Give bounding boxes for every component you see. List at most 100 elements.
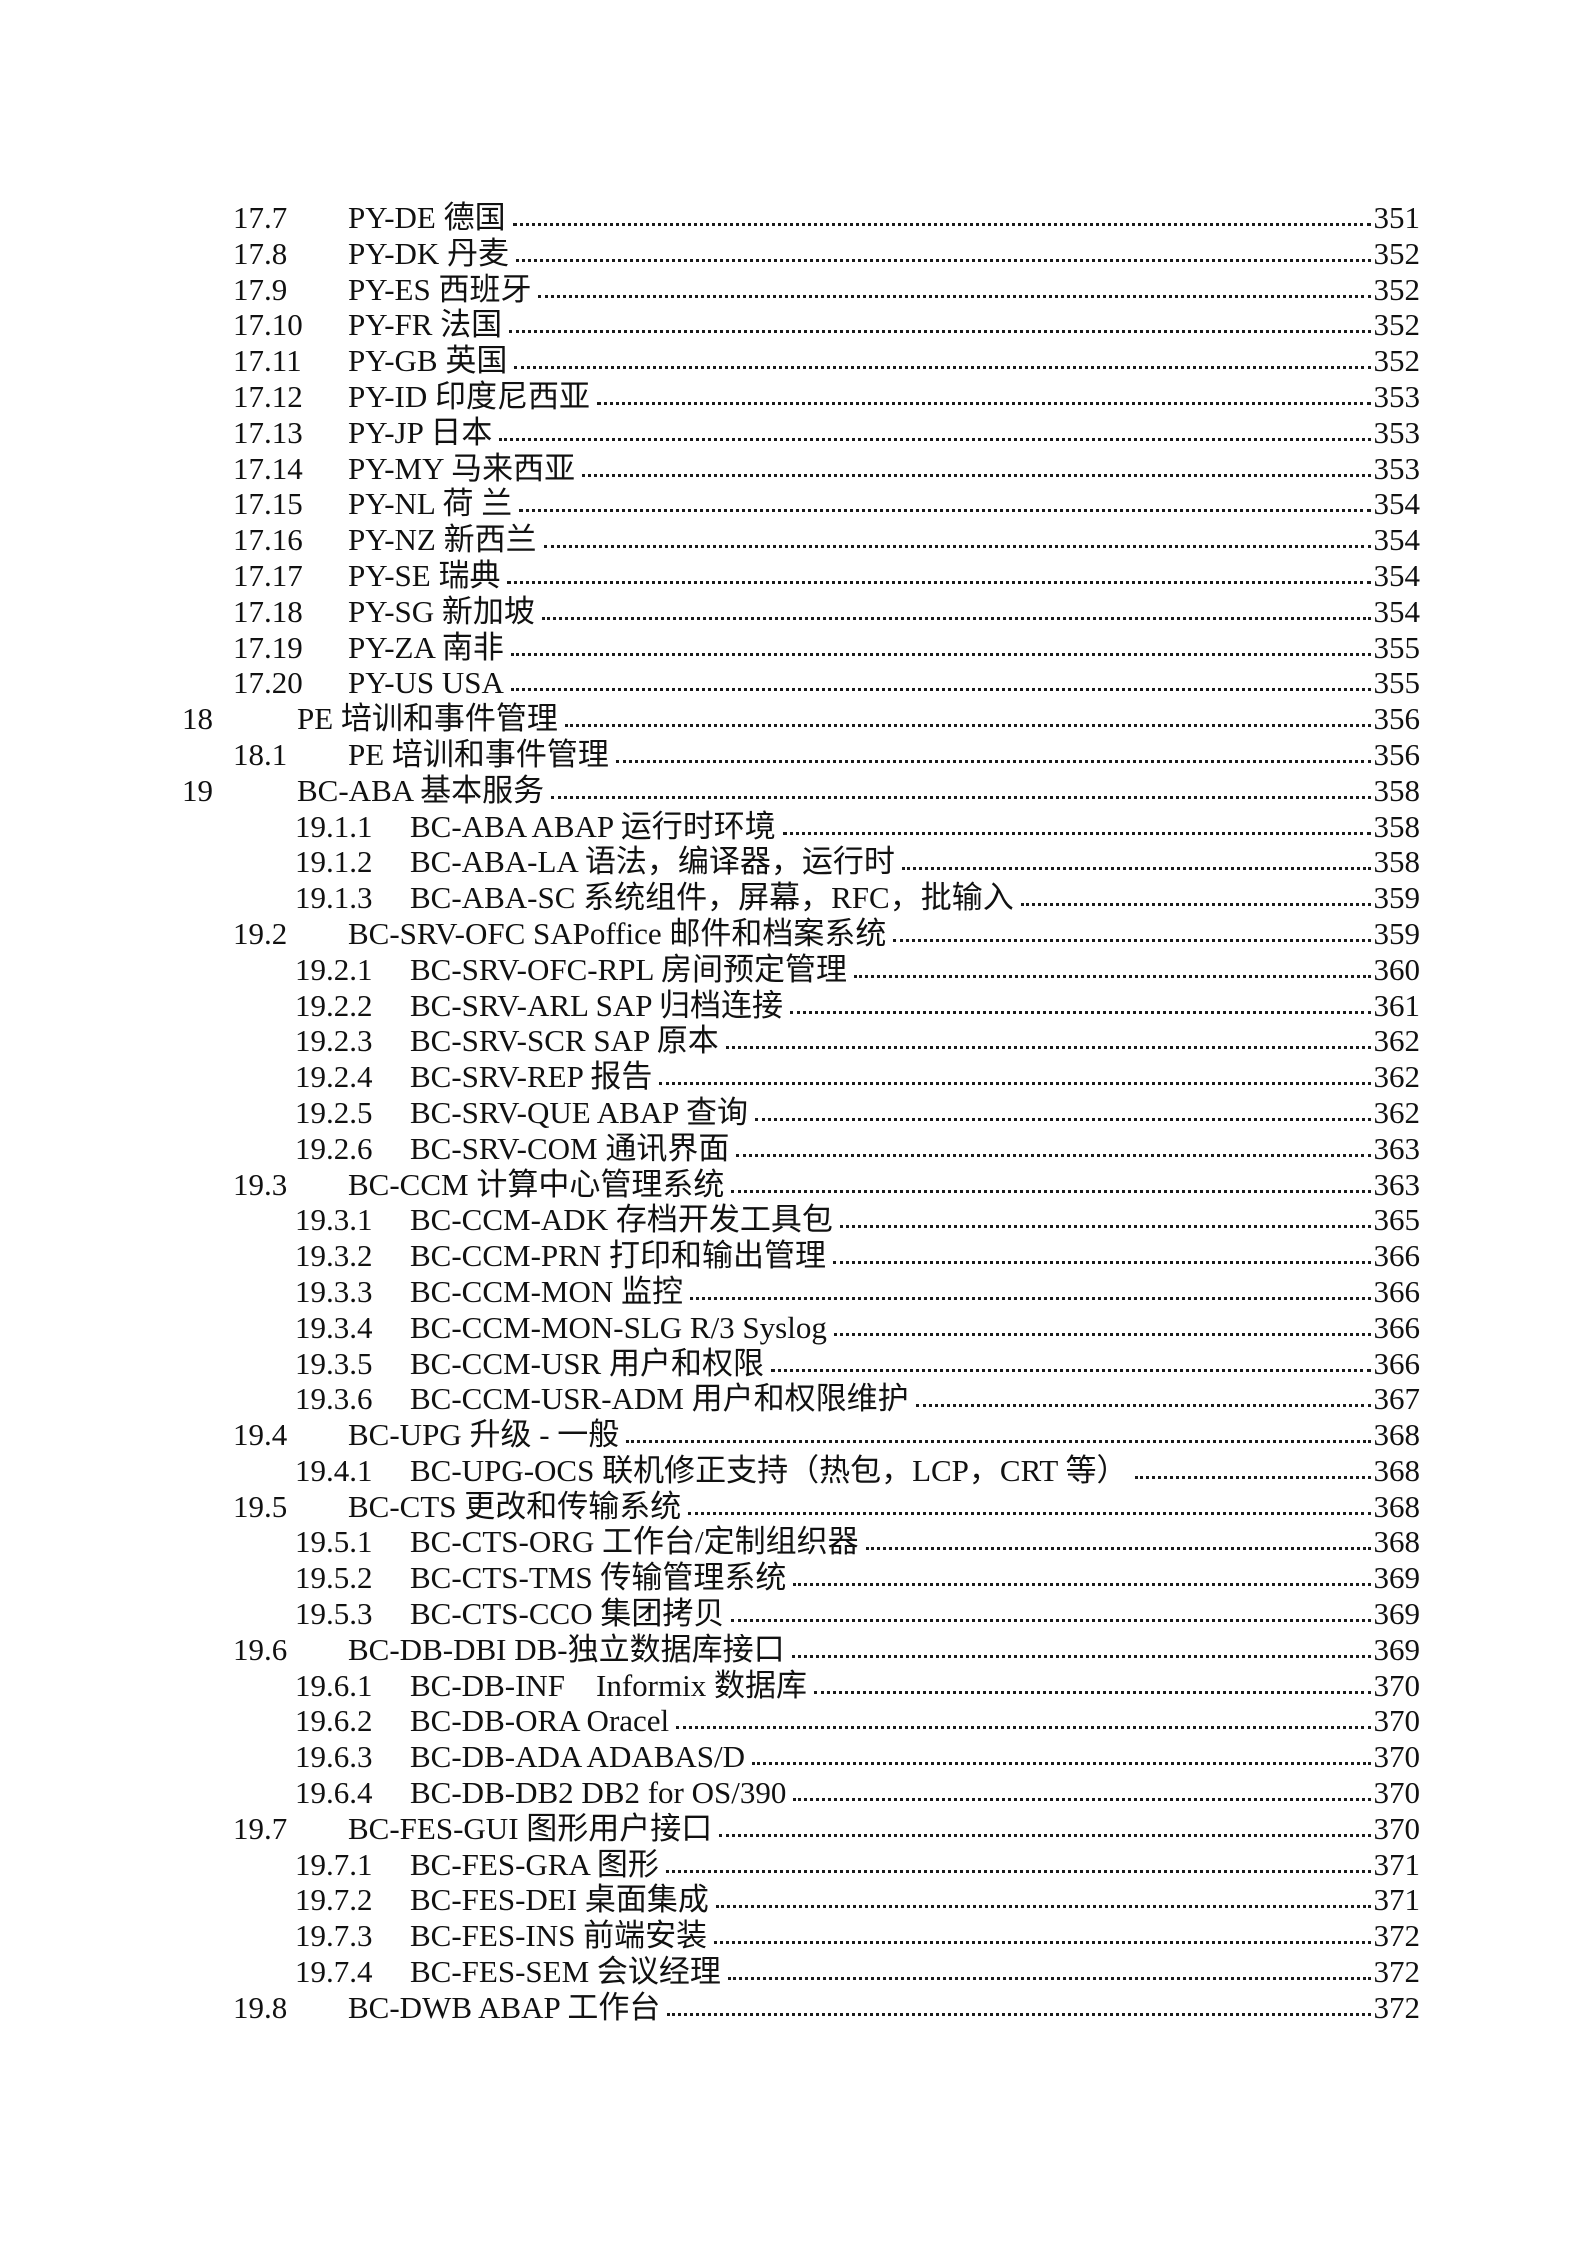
dot-leader xyxy=(790,1010,1371,1014)
toc-entry[interactable]: 17.10 PY-FR 法国 352 xyxy=(0,307,1587,343)
toc-entry-page: 359 xyxy=(1373,880,1421,916)
toc-entry[interactable]: 17.14 PY-MY 马来西亚 353 xyxy=(0,451,1587,487)
toc-entry-page: 361 xyxy=(1373,987,1421,1023)
toc-entry[interactable]: 19.7 BC-FES-GUI 图形用户接口 370 xyxy=(0,1811,1587,1847)
toc-entry[interactable]: 19.2 BC-SRV-OFC SAPoffice 邮件和档案系统 359 xyxy=(0,916,1587,952)
toc-entry[interactable]: 19.6.3 BC-DB-ADA ADABAS/D 370 xyxy=(0,1739,1587,1775)
toc-entry[interactable]: 17.15 PY-NL 荷 兰 354 xyxy=(0,486,1587,522)
toc-entry[interactable]: 19.6.2 BC-DB-ORA Oracel 370 xyxy=(0,1703,1587,1739)
toc-entry-number: 19.3.1 xyxy=(295,1202,373,1238)
toc-entry[interactable]: 19.3.2 BC-CCM-PRN 打印和输出管理 366 xyxy=(0,1238,1587,1274)
toc-entry[interactable]: 19.7.1 BC-FES-GRA 图形 371 xyxy=(0,1847,1587,1883)
toc-entry-title: BC-CTS 更改和传输系统 xyxy=(348,1488,682,1524)
toc-entry[interactable]: 17.19 PY-ZA 南非 355 xyxy=(0,630,1587,666)
toc-entry-number: 19.4.1 xyxy=(295,1452,373,1488)
toc-entry-number: 17.16 xyxy=(233,522,303,558)
toc-entry[interactable]: 19.1.3 BC-ABA-SC 系统组件，屏幕，RFC，批输入 359 xyxy=(0,880,1587,916)
toc-entry[interactable]: 17.18 PY-SG 新加坡 354 xyxy=(0,594,1587,630)
toc-entry-title: PE 培训和事件管理 xyxy=(297,701,558,737)
dot-leader xyxy=(538,294,1371,298)
toc-entry[interactable]: 19.1.1 BC-ABA ABAP 运行时环境 358 xyxy=(0,809,1587,845)
dot-leader xyxy=(893,938,1371,942)
toc-entry-number: 19.6.1 xyxy=(295,1667,373,1703)
toc-entry-page: 359 xyxy=(1373,915,1421,951)
toc-entry[interactable]: 19.5.2 BC-CTS-TMS 传输管理系统 369 xyxy=(0,1560,1587,1596)
toc-entry-page: 354 xyxy=(1373,593,1421,629)
dot-leader xyxy=(514,366,1371,370)
toc-entry-number: 19.2.4 xyxy=(295,1059,373,1095)
toc-entry[interactable]: 19.4.1 BC-UPG-OCS 联机修正支持（热包，LCP，CRT 等） 3… xyxy=(0,1453,1587,1489)
toc-entry[interactable]: 17.20 PY-US USA 355 xyxy=(0,665,1587,701)
toc-entry-number: 17.20 xyxy=(233,665,303,701)
toc-entry[interactable]: 19.1.2 BC-ABA-LA 语法，编译器，运行时 358 xyxy=(0,844,1587,880)
toc-entry-number: 17.12 xyxy=(233,378,303,414)
toc-entry-page: 352 xyxy=(1373,235,1421,271)
toc-entry[interactable]: 19.7.4 BC-FES-SEM 会议经理 372 xyxy=(0,1954,1587,1990)
toc-entry-number: 17.9 xyxy=(233,271,288,307)
toc-entry[interactable]: 19.2.4 BC-SRV-REP 报告 362 xyxy=(0,1059,1587,1095)
toc-entry[interactable]: 17.7 PY-DE 德国 351 xyxy=(0,200,1587,236)
toc-entry[interactable]: 17.12 PY-ID 印度尼西亚 353 xyxy=(0,379,1587,415)
toc-entry-number: 19.3.3 xyxy=(295,1273,373,1309)
toc-entry-number: 19.3.5 xyxy=(295,1345,373,1381)
toc-entry[interactable]: 19.7.2 BC-FES-DEI 桌面集成 371 xyxy=(0,1882,1587,1918)
dot-leader xyxy=(582,473,1371,477)
toc-entry-number: 19.2.6 xyxy=(295,1130,373,1166)
toc-entry-title: PY-JP 日本 xyxy=(348,414,493,450)
toc-entry[interactable]: 19.7.3 BC-FES-INS 前端安装 372 xyxy=(0,1918,1587,1954)
toc-entry-number: 19.3.4 xyxy=(295,1309,373,1345)
toc-entry[interactable]: 19.2.3 BC-SRV-SCR SAP 原本 362 xyxy=(0,1023,1587,1059)
toc-entry[interactable]: 19.2.5 BC-SRV-QUE ABAP 查询 362 xyxy=(0,1095,1587,1131)
toc-entry[interactable]: 19.3.5 BC-CCM-USR 用户和权限 366 xyxy=(0,1346,1587,1382)
toc-entry[interactable]: 19.3.3 BC-CCM-MON 监控 366 xyxy=(0,1274,1587,1310)
toc-entry[interactable]: 19.6 BC-DB-DBI DB-独立数据库接口 369 xyxy=(0,1632,1587,1668)
toc-entry[interactable]: 19.4 BC-UPG 升级 - 一般 368 xyxy=(0,1417,1587,1453)
dot-leader xyxy=(793,1798,1371,1802)
toc-entry[interactable]: 19.8 BC-DWB ABAP 工作台 372 xyxy=(0,1990,1587,2026)
toc-entry[interactable]: 19.2.1 BC-SRV-OFC-RPL 房间预定管理 360 xyxy=(0,952,1587,988)
dot-leader xyxy=(755,1117,1371,1121)
toc-entry[interactable]: 19.5 BC-CTS 更改和传输系统 368 xyxy=(0,1489,1587,1525)
toc-entry[interactable]: 17.11 PY-GB 英国 352 xyxy=(0,343,1587,379)
dot-leader xyxy=(543,545,1371,549)
toc-entry[interactable]: 19.5.3 BC-CTS-CCO 集团拷贝 369 xyxy=(0,1596,1587,1632)
toc-entry-number: 17.14 xyxy=(233,450,303,486)
toc-entry[interactable]: 18.1 PE 培训和事件管理 356 xyxy=(0,737,1587,773)
toc-entry[interactable]: 19.3.4 BC-CCM-MON-SLG R/3 Syslog 366 xyxy=(0,1310,1587,1346)
toc-entry-title: BC-SRV-OFC-RPL 房间预定管理 xyxy=(410,951,848,987)
toc-entry-page: 362 xyxy=(1373,1059,1421,1095)
toc-entry[interactable]: 17.13 PY-JP 日本 353 xyxy=(0,415,1587,451)
toc-entry-number: 19.2.5 xyxy=(295,1094,373,1130)
toc-entry-page: 368 xyxy=(1373,1417,1421,1453)
toc-entry[interactable]: 19.6.4 BC-DB-DB2 DB2 for OS/390 370 xyxy=(0,1775,1587,1811)
toc-entry-page: 356 xyxy=(1373,736,1421,772)
toc-entry-title: BC-SRV-OFC SAPoffice 邮件和档案系统 xyxy=(348,915,887,951)
toc-entry-page: 372 xyxy=(1373,1989,1421,2025)
toc-entry-number: 17.18 xyxy=(233,593,303,629)
toc-entry[interactable]: 17.9 PY-ES 西班牙 352 xyxy=(0,272,1587,308)
toc-entry[interactable]: 19.6.1 BC-DB-INF Informix 数据库 370 xyxy=(0,1668,1587,1704)
toc-entry[interactable]: 18 PE 培训和事件管理 356 xyxy=(0,701,1587,737)
toc-entry-page: 369 xyxy=(1373,1631,1421,1667)
toc-entry-number: 17.11 xyxy=(233,343,302,379)
toc-entry[interactable]: 19.3.1 BC-CCM-ADK 存档开发工具包 365 xyxy=(0,1202,1587,1238)
toc-entry-page: 363 xyxy=(1373,1166,1421,1202)
toc-entry-number: 19.3 xyxy=(233,1166,288,1202)
toc-entry[interactable]: 19.2.6 BC-SRV-COM 通讯界面 363 xyxy=(0,1131,1587,1167)
toc-entry-number: 19.5.2 xyxy=(295,1560,373,1596)
toc-entry[interactable]: 19.3.6 BC-CCM-USR-ADM 用户和权限维护 367 xyxy=(0,1381,1587,1417)
toc-entry-page: 366 xyxy=(1373,1309,1421,1345)
toc-entry[interactable]: 17.17 PY-SE 瑞典 354 xyxy=(0,558,1587,594)
toc-entry[interactable]: 19.2.2 BC-SRV-ARL SAP 归档连接 361 xyxy=(0,988,1587,1024)
toc-entry[interactable]: 19.5.1 BC-CTS-ORG 工作台/定制组织器 368 xyxy=(0,1524,1587,1560)
dot-leader xyxy=(512,223,1371,226)
toc-entry-page: 366 xyxy=(1373,1238,1421,1274)
toc-entry[interactable]: 17.8 PY-DK 丹麦 352 xyxy=(0,236,1587,272)
toc-entry[interactable]: 17.16 PY-NZ 新西兰 354 xyxy=(0,522,1587,558)
toc-entry-title: PY-FR 法国 xyxy=(348,307,503,343)
toc-entry[interactable]: 19 BC-ABA 基本服务 358 xyxy=(0,773,1587,809)
toc-entry-page: 360 xyxy=(1373,951,1421,987)
toc-entry-number: 17.10 xyxy=(233,307,303,343)
dot-leader xyxy=(839,1225,1371,1229)
toc-entry[interactable]: 19.3 BC-CCM 计算中心管理系统 363 xyxy=(0,1167,1587,1203)
